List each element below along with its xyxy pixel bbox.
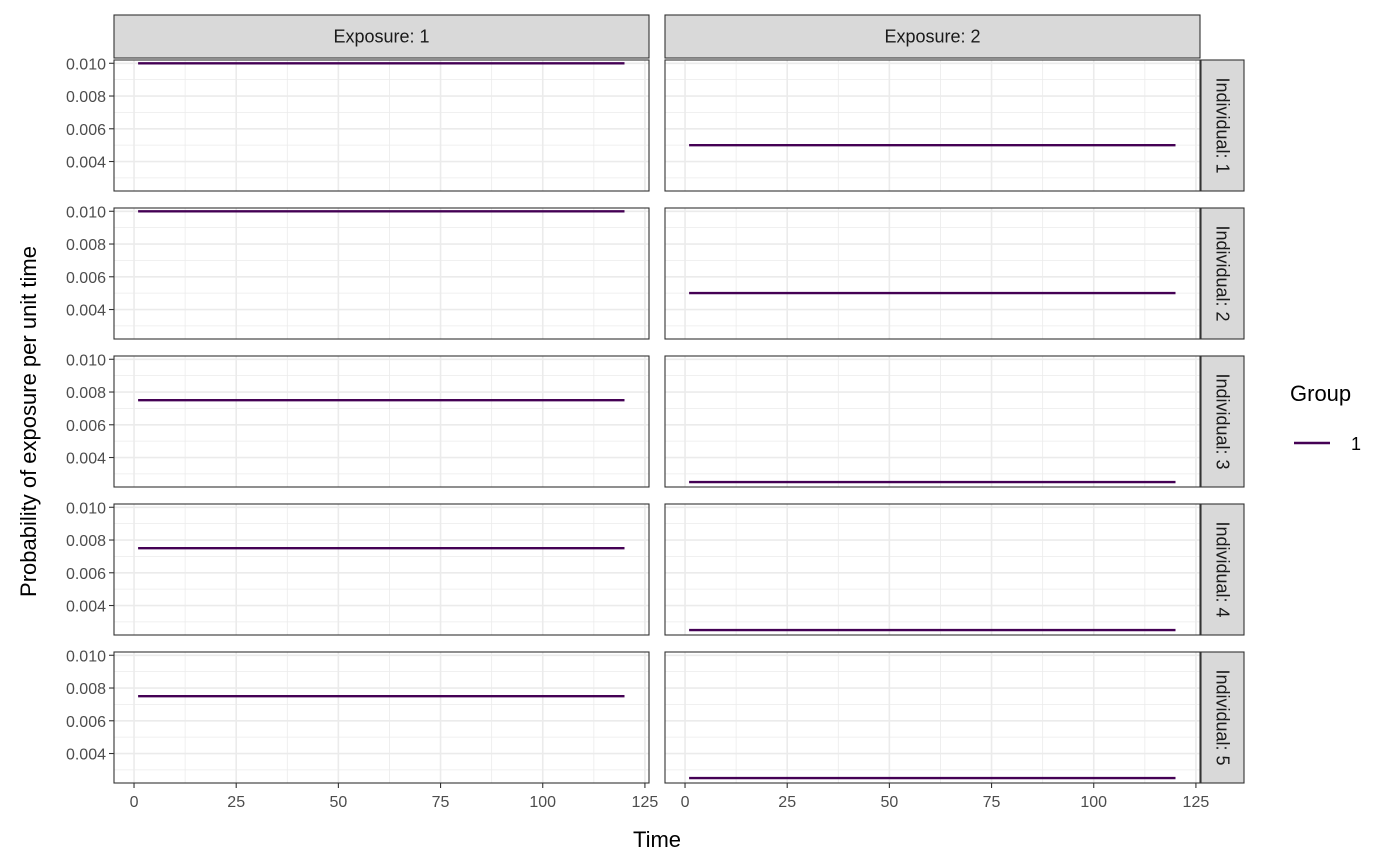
panel-border	[113, 503, 650, 636]
x-tick-label: 100	[1080, 794, 1107, 811]
y-tick-label: 0.010	[66, 648, 106, 665]
facet-row-label: Individual: 1	[1213, 77, 1233, 173]
y-tick-label: 0.010	[66, 352, 106, 369]
y-axis-title: Probability of exposure per unit time	[16, 246, 41, 597]
facet-row-strip	[1200, 503, 1245, 636]
y-tick-label: 0.004	[66, 451, 106, 468]
panel-background	[665, 208, 1200, 339]
facet-row-strip	[1200, 207, 1245, 340]
y-tick-label: 0.004	[66, 599, 106, 616]
y-tick-label: 0.004	[66, 303, 106, 320]
panel-border	[113, 355, 650, 488]
facet-row-strip	[1200, 651, 1245, 784]
y-tick-label: 0.004	[66, 155, 106, 172]
x-tick-label: 125	[1183, 794, 1210, 811]
panel-border	[664, 355, 1201, 488]
panel-background	[114, 356, 649, 487]
x-axis-title: Time	[633, 827, 681, 852]
x-tick-label: 50	[329, 794, 347, 811]
x-tick-label: 25	[227, 794, 245, 811]
y-tick-label: 0.010	[66, 56, 106, 73]
x-tick-label: 75	[432, 794, 450, 811]
y-tick-label: 0.004	[66, 747, 106, 764]
facet-row-label: Individual: 5	[1213, 669, 1233, 765]
panel-border	[664, 207, 1201, 340]
x-tick-label: 100	[529, 794, 556, 811]
panel-background	[114, 208, 649, 339]
panel-border	[113, 59, 650, 192]
x-tick-label: 125	[632, 794, 659, 811]
facet-row-label: Individual: 3	[1213, 373, 1233, 469]
y-tick-label: 0.006	[66, 566, 106, 583]
facet-column-strip	[664, 14, 1201, 59]
x-tick-label: 25	[778, 794, 796, 811]
y-tick-label: 0.008	[66, 237, 106, 254]
y-tick-label: 0.006	[66, 122, 106, 139]
y-tick-label: 0.008	[66, 89, 106, 106]
y-tick-label: 0.008	[66, 533, 106, 550]
y-tick-label: 0.008	[66, 385, 106, 402]
x-tick-label: 50	[880, 794, 898, 811]
facet-column-label: Exposure: 2	[884, 27, 980, 47]
panel-border	[113, 651, 650, 784]
facet-row-strip	[1200, 355, 1245, 488]
panel-background	[665, 60, 1200, 191]
facet-row-label: Individual: 2	[1213, 225, 1233, 321]
panel-border	[113, 207, 650, 340]
panel-border	[664, 651, 1201, 784]
panel-background	[114, 652, 649, 783]
panel-background	[665, 652, 1200, 783]
panel-border	[664, 59, 1201, 192]
panel-background	[114, 60, 649, 191]
panel-background	[665, 356, 1200, 487]
y-tick-label: 0.006	[66, 270, 106, 287]
panel-border	[664, 503, 1201, 636]
x-tick-label: 0	[130, 794, 139, 811]
panel-background	[665, 504, 1200, 635]
facet-column-label: Exposure: 1	[333, 27, 429, 47]
legend-entry-label: 1	[1351, 434, 1361, 454]
x-tick-label: 75	[983, 794, 1001, 811]
y-tick-label: 0.008	[66, 681, 106, 698]
x-tick-label: 0	[681, 794, 690, 811]
facet-column-strip	[113, 14, 650, 59]
y-tick-label: 0.006	[66, 714, 106, 731]
legend-title: Group	[1290, 381, 1351, 406]
panel-background	[114, 504, 649, 635]
facet-row-strip	[1200, 59, 1245, 192]
y-tick-label: 0.010	[66, 500, 106, 517]
facet-row-label: Individual: 4	[1213, 521, 1233, 617]
y-tick-label: 0.006	[66, 418, 106, 435]
y-tick-label: 0.010	[66, 204, 106, 221]
